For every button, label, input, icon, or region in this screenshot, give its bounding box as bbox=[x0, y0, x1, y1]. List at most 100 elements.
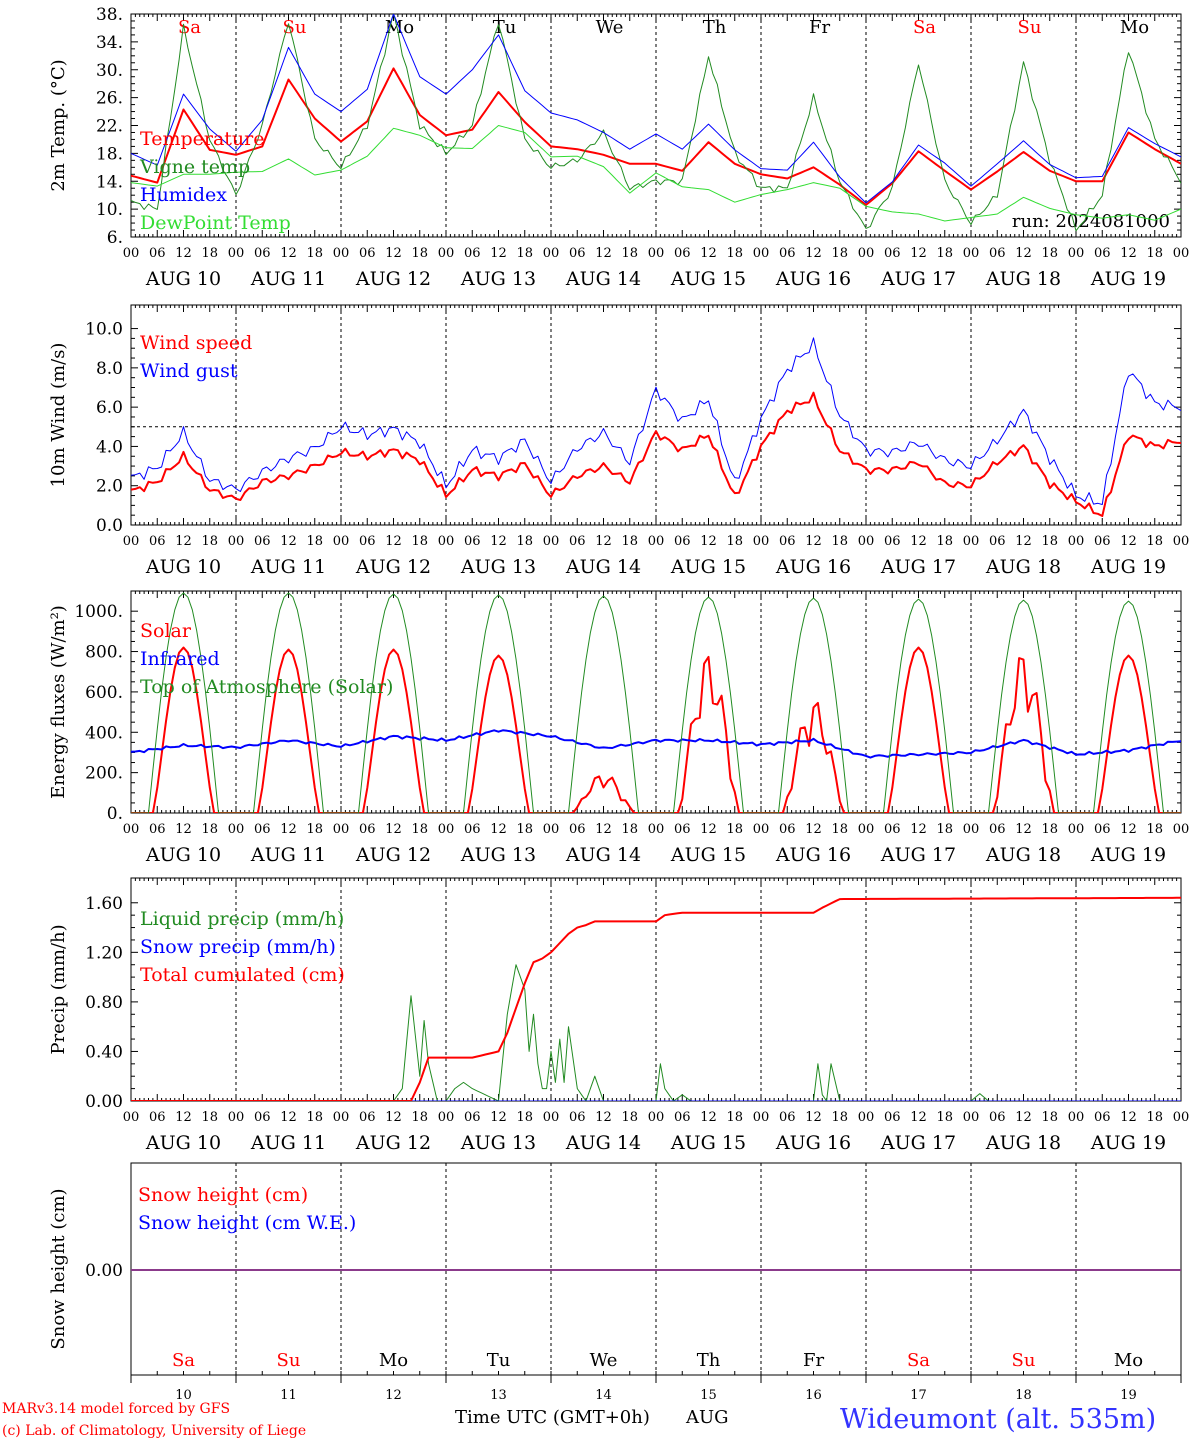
hour-label: 12 bbox=[1120, 534, 1137, 549]
date-label: AUG 13 bbox=[460, 268, 536, 290]
date-label: AUG 16 bbox=[775, 1132, 851, 1154]
series-line-wind-gust bbox=[131, 337, 1181, 505]
hour-label: 12 bbox=[175, 1110, 192, 1125]
hour-label: 12 bbox=[595, 822, 612, 837]
hour-label: 06 bbox=[464, 534, 481, 549]
hour-label: 00 bbox=[123, 246, 140, 261]
hour-label: 00 bbox=[1068, 246, 1085, 261]
hour-label: 18 bbox=[411, 246, 428, 261]
hour-label: 18 bbox=[201, 822, 218, 837]
weekday-label: Sa bbox=[178, 17, 201, 38]
series-line-solar bbox=[131, 646, 1181, 813]
hour-label: 18 bbox=[936, 534, 953, 549]
y-tick-label: 200. bbox=[85, 764, 123, 784]
legend-entry: Wind gust bbox=[140, 360, 238, 382]
hour-label: 06 bbox=[359, 822, 376, 837]
day-number-label: 17 bbox=[910, 1388, 927, 1403]
legend-entry: Snow precip (mm/h) bbox=[140, 936, 336, 958]
hour-label: 00 bbox=[858, 822, 875, 837]
hour-label: 06 bbox=[254, 822, 271, 837]
y-tick-label: 10.0 bbox=[85, 320, 123, 340]
run-annotation: run: 2024081000 bbox=[1012, 211, 1170, 232]
y-tick-label: 2.0 bbox=[96, 477, 123, 497]
hour-label: 00 bbox=[228, 534, 245, 549]
y-tick-label: 800. bbox=[85, 643, 123, 663]
series-line-humidex bbox=[131, 14, 1181, 204]
hour-label: 06 bbox=[779, 822, 796, 837]
legend-entry: Solar bbox=[140, 620, 192, 642]
station-label: Wideumont (alt. 535m) bbox=[840, 1404, 1156, 1435]
y-tick-label: 22. bbox=[96, 117, 123, 137]
date-label: AUG 18 bbox=[985, 844, 1061, 866]
date-label: AUG 14 bbox=[565, 556, 641, 578]
date-label: AUG 19 bbox=[1090, 1132, 1166, 1154]
weekday-label: Tu bbox=[493, 17, 517, 38]
y-tick-label: 26. bbox=[96, 89, 123, 109]
weekday-label: Mo bbox=[379, 1350, 408, 1371]
hour-label: 12 bbox=[490, 246, 507, 261]
hour-label: 12 bbox=[280, 1110, 297, 1125]
hour-label: 12 bbox=[595, 534, 612, 549]
day-number-label: 18 bbox=[1015, 1388, 1032, 1403]
y-tick-label: 18. bbox=[96, 144, 123, 164]
hour-label: 00 bbox=[543, 822, 560, 837]
hour-label: 18 bbox=[411, 822, 428, 837]
hour-label: 18 bbox=[201, 534, 218, 549]
hour-label: 06 bbox=[464, 246, 481, 261]
legend-entry: Top of Atmosphere (Solar) bbox=[140, 676, 393, 698]
series-line-wind-speed bbox=[131, 391, 1181, 517]
date-label: AUG 19 bbox=[1090, 268, 1166, 290]
hour-label: 06 bbox=[569, 822, 586, 837]
hour-label: 12 bbox=[805, 246, 822, 261]
hour-label: 00 bbox=[753, 246, 770, 261]
hour-label: 12 bbox=[280, 822, 297, 837]
hour-label: 12 bbox=[490, 534, 507, 549]
hour-label: 18 bbox=[1041, 246, 1058, 261]
date-label: AUG 19 bbox=[1090, 844, 1166, 866]
hour-label: 12 bbox=[1015, 1110, 1032, 1125]
y-tick-label: 14. bbox=[96, 172, 123, 192]
hour-label: 18 bbox=[831, 246, 848, 261]
hour-label: 06 bbox=[779, 246, 796, 261]
series-group bbox=[131, 14, 1181, 232]
hour-label: 12 bbox=[385, 1110, 402, 1125]
y-tick-label: 1.60 bbox=[85, 894, 123, 914]
hour-label: 00 bbox=[858, 1110, 875, 1125]
hour-label: 12 bbox=[805, 822, 822, 837]
y-axis-title: Precip (mm/h) bbox=[48, 924, 69, 1054]
date-label: AUG 12 bbox=[355, 1132, 431, 1154]
hour-label: 06 bbox=[569, 246, 586, 261]
y-tick-label: 0.40 bbox=[85, 1042, 123, 1062]
hour-label: 00 bbox=[333, 822, 350, 837]
date-label: AUG 10 bbox=[145, 556, 221, 578]
hour-label: 00 bbox=[1068, 822, 1085, 837]
hour-label: 00 bbox=[1173, 534, 1190, 549]
date-label: AUG 17 bbox=[880, 556, 956, 578]
hour-label: 18 bbox=[621, 822, 638, 837]
hour-label: 12 bbox=[805, 534, 822, 549]
hour-label: 18 bbox=[621, 246, 638, 261]
hour-label: 06 bbox=[149, 534, 166, 549]
hour-label: 12 bbox=[1120, 1110, 1137, 1125]
date-label: AUG 13 bbox=[460, 556, 536, 578]
weekday-label: Sa bbox=[913, 17, 936, 38]
credit-line-1: MARv3.14 model forced by GFS bbox=[2, 1401, 230, 1417]
hour-label: 12 bbox=[700, 534, 717, 549]
weekday-label: Su bbox=[277, 1350, 301, 1371]
weekday-label: Mo bbox=[1114, 1350, 1143, 1371]
hour-label: 12 bbox=[175, 822, 192, 837]
hour-label: 18 bbox=[621, 1110, 638, 1125]
weekday-label: Sa bbox=[172, 1350, 195, 1371]
hour-label: 12 bbox=[910, 246, 927, 261]
y-tick-label: 6. bbox=[107, 228, 123, 248]
day-number-label: 12 bbox=[385, 1388, 402, 1403]
day-number-label: 19 bbox=[1120, 1388, 1137, 1403]
y-axis-title: 10m Wind (m/s) bbox=[48, 343, 69, 488]
date-label: AUG 10 bbox=[145, 268, 221, 290]
hour-label: 00 bbox=[543, 246, 560, 261]
date-label: AUG 15 bbox=[670, 556, 746, 578]
day-number-label: 16 bbox=[805, 1388, 822, 1403]
hour-label: 18 bbox=[726, 822, 743, 837]
date-label: AUG 12 bbox=[355, 556, 431, 578]
